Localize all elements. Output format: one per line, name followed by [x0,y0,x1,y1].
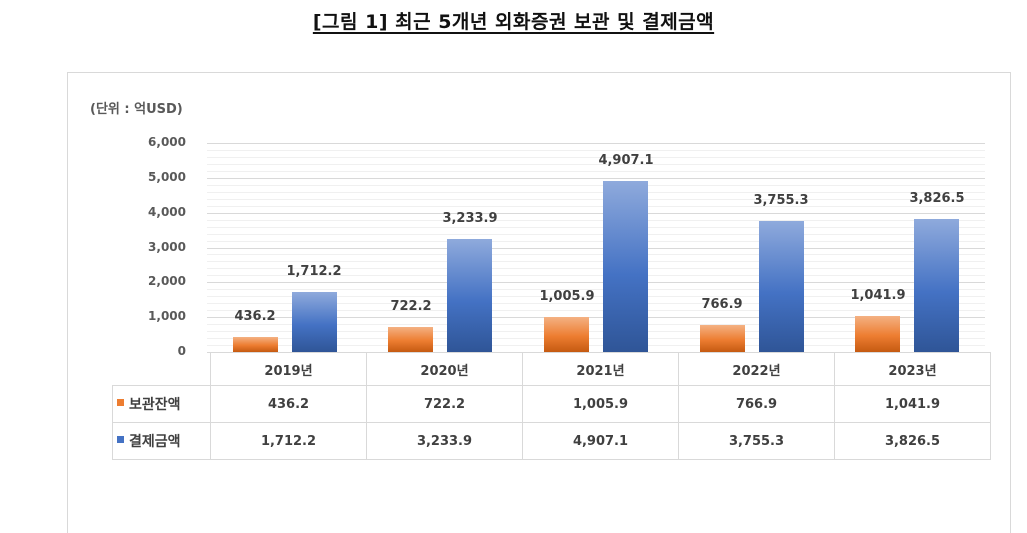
minor-gridline [207,275,985,276]
y-tick-label: 5,000 [148,170,186,184]
bar-storage [233,337,278,352]
minor-gridline [207,310,985,311]
major-gridline [207,352,985,353]
minor-gridline [207,241,985,242]
y-tick-label: 3,000 [148,240,186,254]
table-header-row: 2019년 2020년 2021년 2022년 2023년 [112,352,991,386]
chart-frame [67,72,1011,533]
data-label: 3,233.9 [442,211,498,226]
data-label: 3,755.3 [753,193,809,208]
minor-gridline [207,220,985,221]
y-tick-label: 0 [177,344,186,358]
table-cell: 1,041.9 [834,385,991,423]
minor-gridline [207,261,985,262]
major-gridline [207,282,985,283]
y-tick-label: 4,000 [148,205,186,219]
table-cell: 3,233.9 [366,422,523,460]
minor-gridline [207,303,985,304]
table-header-2022: 2022년 [678,352,835,386]
table-cell: 3,826.5 [834,422,991,460]
table-row-settlement: 결제금액 1,712.2 3,233.9 4,907.1 3,755.3 3,8… [112,422,991,460]
legend-swatch-blue-icon [117,435,124,443]
bar-settlement [447,239,492,352]
table-header-2021: 2021년 [522,352,679,386]
table-header-2020: 2020년 [366,352,523,386]
table-header-2023: 2023년 [834,352,991,386]
table-row-storage: 보관잔액 436.2 722.2 1,005.9 766.9 1,041.9 [112,385,991,423]
legend-settlement-label: 결제금액 [129,434,181,450]
major-gridline [207,317,985,318]
bar-settlement [292,292,337,352]
minor-gridline [207,164,985,165]
major-gridline [207,248,985,249]
major-gridline [207,143,985,144]
minor-gridline [207,254,985,255]
major-gridline [207,178,985,179]
minor-gridline [207,289,985,290]
minor-gridline [207,296,985,297]
minor-gridline [207,324,985,325]
legend-settlement: 결제금액 [112,422,211,460]
minor-gridline [207,199,985,200]
y-tick-label: 6,000 [148,135,186,149]
minor-gridline [207,192,985,193]
unit-label: (단위 : 억USD) [90,102,183,117]
data-label: 1,712.2 [286,264,342,279]
data-label: 1,041.9 [850,288,906,303]
table-cell: 1,712.2 [210,422,367,460]
data-label: 766.9 [701,297,743,312]
chart-title: [그림 1] 최근 5개년 외화증권 보관 및 결제금액 [312,11,715,33]
minor-gridline [207,157,985,158]
table-cell: 3,755.3 [678,422,835,460]
data-label: 436.2 [234,309,276,324]
table-cell: 436.2 [210,385,367,423]
minor-gridline [207,268,985,269]
legend-swatch-orange-icon [117,398,124,406]
legend-storage-label: 보관잔액 [129,397,181,413]
y-tick-label: 2,000 [148,274,186,288]
bar-storage [388,327,433,352]
minor-gridline [207,150,985,151]
bar-settlement [914,219,959,352]
bar-storage [855,316,900,352]
data-label: 722.2 [390,299,432,314]
bar-settlement [603,181,648,352]
table-cell: 1,005.9 [522,385,679,423]
minor-gridline [207,206,985,207]
data-table: 2019년 2020년 2021년 2022년 2023년 보관잔액 436.2… [112,352,991,460]
table-cell: 766.9 [678,385,835,423]
y-tick-label: 1,000 [148,309,186,323]
minor-gridline [207,171,985,172]
minor-gridline [207,185,985,186]
bar-storage [700,325,745,352]
data-label: 1,005.9 [539,289,595,304]
legend-storage: 보관잔액 [112,385,211,423]
data-label: 3,826.5 [909,191,965,206]
major-gridline [207,213,985,214]
table-cell: 722.2 [366,385,523,423]
bar-settlement [759,221,804,352]
bar-storage [544,317,589,352]
table-header-2019: 2019년 [210,352,367,386]
minor-gridline [207,345,985,346]
data-label: 4,907.1 [598,153,654,168]
minor-gridline [207,234,985,235]
minor-gridline [207,338,985,339]
minor-gridline [207,331,985,332]
table-cell: 4,907.1 [522,422,679,460]
minor-gridline [207,227,985,228]
